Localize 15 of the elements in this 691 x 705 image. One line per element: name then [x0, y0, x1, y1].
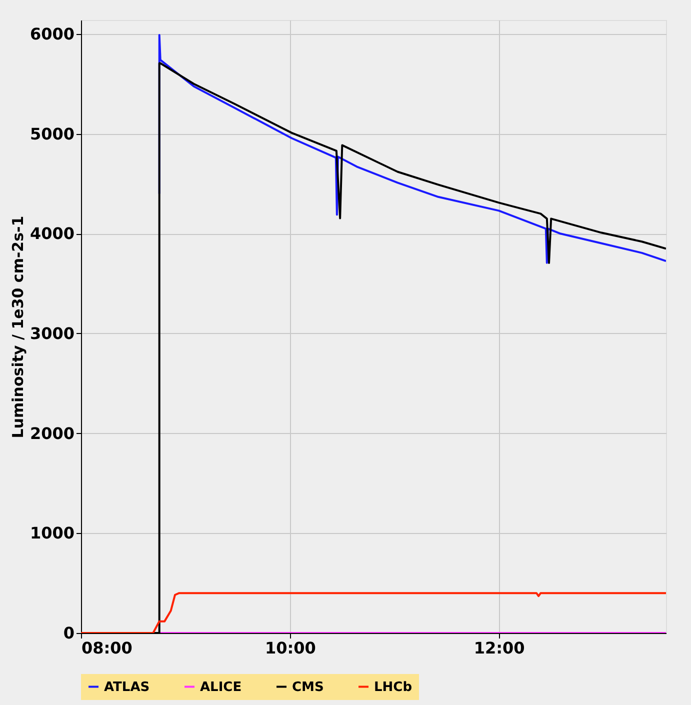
y-tick-label: 6000 [30, 24, 74, 44]
x-tick-label: 12:00 [474, 638, 525, 658]
y-tick-label: 5000 [30, 124, 74, 144]
legend-label: CMS [292, 680, 324, 695]
y-axis-title: Luminosity / 1e30 cm-2s-1 [8, 216, 27, 438]
y-tick-label: 1000 [30, 524, 74, 543]
legend-label: ALICE [200, 680, 242, 695]
legend-label: LHCb [374, 680, 412, 695]
y-tick-label: 4000 [30, 224, 74, 244]
legend-label: ATLAS [104, 680, 150, 695]
y-tick-label: 3000 [30, 324, 74, 343]
y-tick-label: 0 [63, 624, 74, 642]
x-tick-label: 10:00 [264, 638, 316, 658]
y-tick-label: 2000 [30, 424, 74, 443]
x-tick-label: 08:00 [82, 638, 132, 658]
